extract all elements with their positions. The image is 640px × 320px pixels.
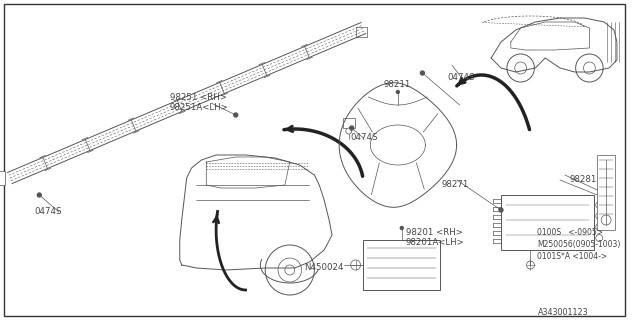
Text: 98251 <RH>: 98251 <RH>: [170, 93, 227, 102]
Circle shape: [234, 113, 237, 117]
Circle shape: [596, 235, 603, 242]
Circle shape: [575, 54, 603, 82]
Text: 0474S: 0474S: [447, 73, 474, 82]
Circle shape: [584, 62, 595, 74]
Circle shape: [349, 126, 354, 130]
Text: 0474S: 0474S: [35, 207, 62, 216]
Bar: [0, 171, 5, 185]
Text: 98211: 98211: [383, 80, 410, 89]
Text: 98281: 98281: [570, 175, 597, 184]
Text: 0101S*A <1004->: 0101S*A <1004->: [538, 252, 607, 261]
Text: 98201A<LH>: 98201A<LH>: [406, 238, 465, 247]
Circle shape: [346, 128, 351, 134]
Circle shape: [499, 208, 503, 212]
Circle shape: [265, 245, 314, 295]
Circle shape: [278, 258, 301, 282]
Bar: [364, 240, 440, 290]
Circle shape: [37, 193, 41, 197]
Bar: [356, 27, 367, 37]
Circle shape: [596, 223, 603, 230]
Text: 0474S: 0474S: [351, 133, 378, 142]
Bar: [343, 118, 355, 128]
Text: A343001123: A343001123: [538, 308, 589, 317]
Circle shape: [596, 212, 603, 220]
Circle shape: [601, 215, 611, 225]
Bar: [501, 195, 595, 250]
Circle shape: [396, 91, 399, 93]
Circle shape: [351, 260, 360, 270]
Text: 98251A<LH>: 98251A<LH>: [170, 103, 228, 112]
Text: 98271: 98271: [441, 180, 468, 189]
Text: N450024: N450024: [305, 263, 344, 272]
Circle shape: [527, 261, 534, 269]
Bar: [597, 155, 615, 230]
Text: 0100S   <-0905>: 0100S <-0905>: [538, 228, 604, 237]
Circle shape: [515, 62, 527, 74]
Circle shape: [420, 71, 424, 75]
Text: M250056(0905-1003): M250056(0905-1003): [538, 240, 621, 249]
Circle shape: [596, 202, 603, 209]
Text: 98201 <RH>: 98201 <RH>: [406, 228, 463, 237]
Circle shape: [507, 54, 534, 82]
Circle shape: [400, 227, 403, 229]
Circle shape: [285, 265, 294, 275]
